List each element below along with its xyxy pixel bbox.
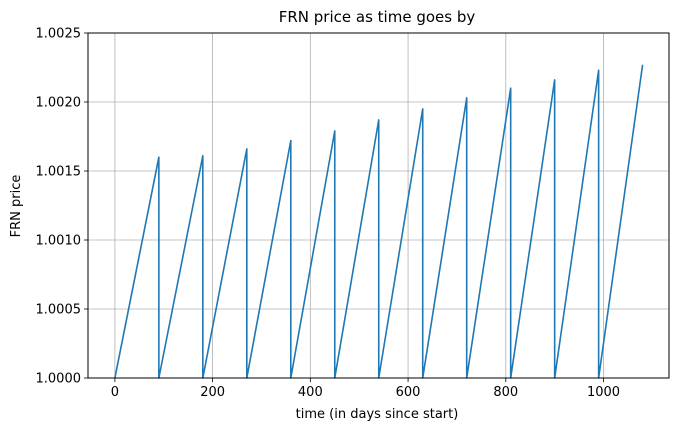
- chart-title: FRN price as time goes by: [279, 8, 476, 26]
- x-tick-label: 400: [298, 385, 323, 400]
- x-tick-label: 200: [200, 385, 225, 400]
- y-tick-label: 1.0020: [36, 96, 82, 111]
- y-tick-label: 1.0005: [36, 303, 82, 318]
- y-tick-label: 1.0025: [36, 27, 82, 42]
- y-tick-label: 1.0010: [36, 234, 82, 249]
- x-tick-label: 600: [396, 385, 421, 400]
- y-axis-label: FRN price: [9, 175, 24, 238]
- y-tick-label: 1.0015: [36, 165, 82, 180]
- series-layer: [114, 64, 644, 379]
- plot-frame: [87, 32, 670, 379]
- x-tick-label: 0: [111, 385, 119, 400]
- x-axis-label: time (in days since start): [296, 407, 459, 422]
- y-tick-label: 1.0000: [36, 372, 82, 387]
- x-axis: 0 200 400 600 800 1000: [111, 378, 620, 400]
- frn-price-line: [114, 64, 644, 379]
- x-tick-label: 800: [493, 385, 518, 400]
- x-tick-label: 1000: [587, 385, 620, 400]
- y-axis: 1.0000 1.0005 1.0010 1.0015 1.0020 1.0025: [36, 27, 88, 387]
